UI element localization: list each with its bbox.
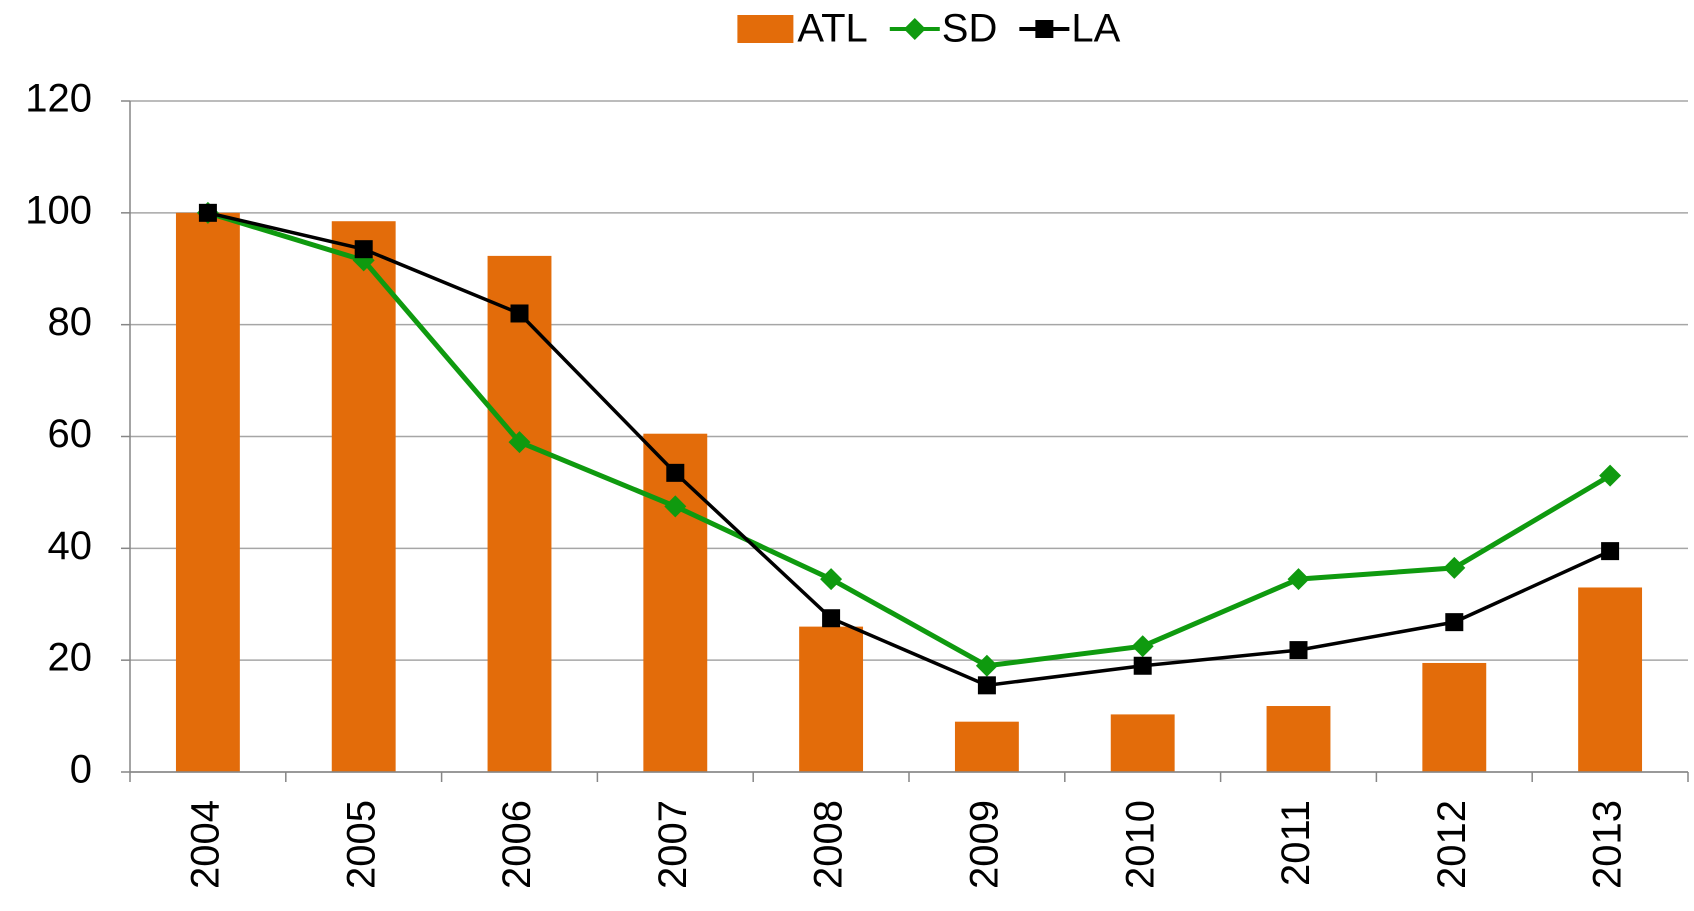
bar — [1422, 662, 1487, 772]
x-tick-label: 2009 — [962, 800, 1006, 889]
bar — [331, 221, 396, 773]
x-tick-label: 2011 — [1274, 800, 1318, 886]
marker — [508, 431, 531, 454]
marker — [1601, 542, 1620, 561]
line — [207, 210, 1612, 669]
marker — [975, 654, 998, 677]
marker — [1287, 568, 1310, 591]
x-tick-label: 2007 — [651, 800, 695, 889]
bar — [175, 212, 240, 773]
x-tick-label: 2010 — [1118, 800, 1162, 889]
marker — [198, 203, 217, 222]
y-tick-label: 20 — [48, 636, 93, 680]
legend: ATL SD LA — [737, 7, 1121, 51]
bar — [1578, 587, 1643, 772]
legend-label: SD — [942, 7, 998, 51]
x-tick-label: 2006 — [495, 800, 539, 889]
marker — [1289, 641, 1308, 660]
y-tick-label: 80 — [48, 300, 93, 344]
marker — [822, 609, 841, 628]
bar — [1266, 706, 1331, 772]
bar — [954, 721, 1019, 772]
bar — [1110, 714, 1175, 772]
marker — [1443, 556, 1466, 579]
marker — [977, 676, 996, 695]
legend-label: ATL — [797, 7, 867, 51]
bar — [487, 255, 552, 772]
x-tick-label: 2008 — [807, 800, 851, 889]
marker — [664, 495, 687, 518]
x-tick-label: 2013 — [1586, 800, 1630, 889]
y-tick-label: 40 — [48, 524, 93, 568]
marker — [1445, 613, 1464, 632]
marker — [354, 240, 373, 259]
marker — [1599, 464, 1622, 487]
y-tick-label: 60 — [48, 412, 93, 456]
line — [207, 211, 1611, 688]
x-tick-label: 2012 — [1430, 800, 1474, 889]
legend-marker — [1035, 20, 1054, 38]
x-tick-label: 2004 — [183, 800, 227, 889]
y-tick-label: 0 — [70, 748, 92, 792]
y-tick-label: 120 — [25, 77, 92, 121]
marker — [510, 304, 529, 323]
bar — [799, 626, 864, 772]
marker — [1131, 635, 1154, 658]
legend-marker — [903, 18, 926, 40]
legend-swatch — [737, 15, 794, 43]
legend-label: LA — [1071, 7, 1120, 51]
marker — [666, 463, 685, 482]
x-tick-label: 2005 — [339, 800, 383, 889]
y-tick-label: 100 — [25, 188, 92, 232]
marker — [820, 568, 843, 591]
bar — [643, 433, 708, 772]
marker — [1133, 656, 1152, 675]
